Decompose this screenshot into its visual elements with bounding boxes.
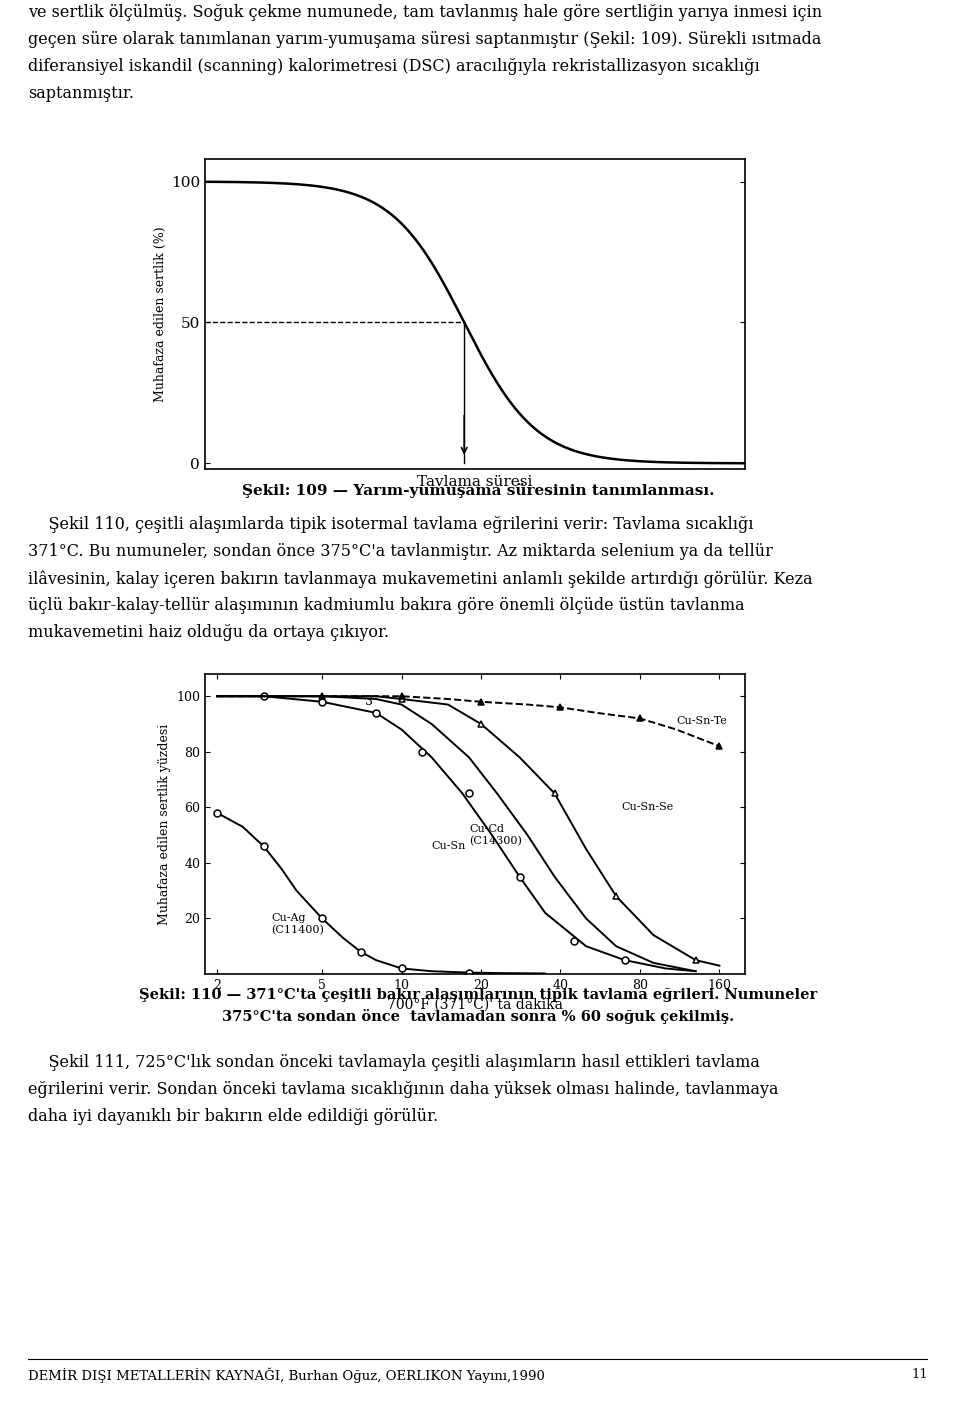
X-axis label: 700°F (371°C)' ta dakika: 700°F (371°C)' ta dakika — [387, 997, 563, 1011]
Text: Şekil: 109 — Yarım-yumuşama süresinin tanımlanması.: Şekil: 109 — Yarım-yumuşama süresinin ta… — [242, 483, 714, 497]
X-axis label: Tavlama süresi: Tavlama süresi — [418, 475, 533, 489]
Y-axis label: Muhafaza edilen sertlik yüzdesi: Muhafaza edilen sertlik yüzdesi — [157, 723, 171, 925]
Text: geçen süre olarak tanımlanan yarım-yumuşama süresi saptanmıştır (Şekil: 109). Sü: geçen süre olarak tanımlanan yarım-yumuş… — [28, 31, 822, 48]
Text: ilâvesinin, kalay içeren bakırın tavlanmaya mukavemetini anlamlı şekilde artırdı: ilâvesinin, kalay içeren bakırın tavlanm… — [28, 570, 812, 587]
Text: Cu-Sn-Te: Cu-Sn-Te — [677, 716, 728, 726]
Text: 3: 3 — [365, 695, 372, 708]
Text: üçlü bakır-kalay-tellür alaşımının kadmiumlu bakıra göre önemli ölçüde üstün tav: üçlü bakır-kalay-tellür alaşımının kadmi… — [28, 597, 745, 614]
Text: Cu-Sn-Se: Cu-Sn-Se — [621, 802, 674, 812]
Text: Cu-Ag
(C11400): Cu-Ag (C11400) — [271, 913, 324, 935]
Text: 11: 11 — [911, 1369, 928, 1382]
Text: eğrilerini verir. Sondan önceki tavlama sıcaklığının daha yüksek olması halinde,: eğrilerini verir. Sondan önceki tavlama … — [28, 1081, 779, 1098]
Y-axis label: Muhafaza edilen sertlik (%): Muhafaza edilen sertlik (%) — [154, 226, 167, 402]
Text: DEMİR DIŞI METALLERİN KAYNAĞI, Burhan Oğuz, OERLIKON Yayını,1990: DEMİR DIŞI METALLERİN KAYNAĞI, Burhan Oğ… — [28, 1367, 545, 1383]
Text: Şekil 111, 725°C'lık sondan önceki tavlamayla çeşitli alaşımların hasıl ettikler: Şekil 111, 725°C'lık sondan önceki tavla… — [28, 1054, 760, 1071]
Text: daha iyi dayanıklı bir bakırın elde edildiği görülür.: daha iyi dayanıklı bir bakırın elde edil… — [28, 1108, 439, 1125]
Text: Şekil 110, çeşitli alaşımlarda tipik isotermal tavlama eğrilerini verir: Tavlama: Şekil 110, çeşitli alaşımlarda tipik iso… — [28, 517, 754, 534]
Text: diferansiyel iskandil (scanning) kalorimetresi (DSC) aracılığıyla rekristallizas: diferansiyel iskandil (scanning) kalorim… — [28, 58, 759, 74]
Text: 371°C. Bu numuneler, sondan önce 375°C'a tavlanmiştır. Az miktarda selenium ya d: 371°C. Bu numuneler, sondan önce 375°C'a… — [28, 543, 773, 560]
Text: saptanmıştır.: saptanmıştır. — [28, 86, 134, 102]
Text: Şekil: 110 — 371°C'ta çeşitli bakır alaşımlarının tipik tavlama eğrileri. Numune: Şekil: 110 — 371°C'ta çeşitli bakır alaş… — [139, 988, 817, 1025]
Text: mukavemetini haiz olduğu da ortaya çıkıyor.: mukavemetini haiz olduğu da ortaya çıkıy… — [28, 623, 389, 642]
Text: Cu-Sn: Cu-Sn — [432, 841, 466, 851]
Text: Cu-Cd
(C14300): Cu-Cd (C14300) — [469, 824, 522, 847]
Text: ve sertlik ölçülmüş. Soğuk çekme numunede, tam tavlanmış hale göre sertliğin yar: ve sertlik ölçülmüş. Soğuk çekme numuned… — [28, 4, 822, 21]
